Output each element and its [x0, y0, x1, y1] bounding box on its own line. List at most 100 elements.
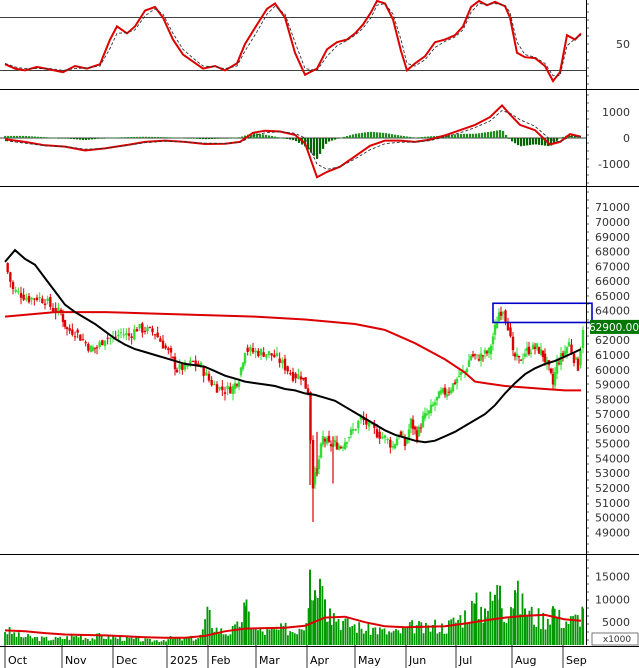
volume-bar — [66, 636, 68, 645]
volume-bar — [13, 632, 16, 645]
macd-hist-bar — [526, 138, 529, 146]
price-tick-0: 71000 — [595, 201, 630, 214]
candle-body — [445, 394, 449, 397]
volume-bar — [305, 623, 308, 645]
volume-bar — [257, 630, 259, 645]
volume-bar — [96, 633, 98, 645]
candle-body — [405, 437, 409, 444]
macd-hist-bar — [568, 134, 571, 138]
volume-bar — [45, 636, 48, 645]
volume-bar — [427, 625, 430, 645]
macd-hist-bar — [7, 135, 10, 138]
volume-bar — [252, 629, 255, 645]
candle-body — [229, 386, 232, 394]
candle-body — [25, 298, 28, 300]
candle-body — [386, 438, 389, 440]
price-tick-10: 61000 — [595, 349, 630, 362]
volume-bar — [201, 629, 204, 645]
volume-bar — [289, 631, 292, 645]
macd-hist-bar — [370, 131, 373, 138]
macd-hist-bar — [553, 138, 556, 144]
price-tick-15: 56000 — [595, 423, 630, 436]
candle-body — [570, 344, 573, 353]
volume-bar — [298, 628, 301, 645]
volume-bar — [4, 631, 6, 645]
volume-unit-label: x1000 — [603, 635, 632, 645]
candle-body — [337, 445, 341, 450]
macd-hist-bar — [478, 133, 481, 138]
macd-hist-bar — [133, 136, 136, 138]
volume-bar — [280, 623, 282, 645]
price-tick-7: 64000 — [595, 305, 630, 318]
candle-body — [579, 350, 582, 366]
volume-bar — [333, 613, 335, 645]
volume-bar — [418, 621, 420, 645]
candle-body — [135, 329, 139, 332]
macd-hist-bar — [40, 136, 43, 138]
candle-body — [471, 354, 475, 357]
macd-hist-bar — [130, 137, 133, 138]
volume-bar — [245, 599, 248, 645]
x-axis-label-8: Jun — [408, 654, 426, 667]
volume-bar — [445, 633, 448, 645]
candle-body — [205, 372, 208, 376]
macd-hist-bar — [166, 137, 169, 138]
macd-hist-bar — [289, 138, 292, 140]
volume-bar — [20, 636, 22, 645]
macd-hist-bar — [262, 134, 265, 138]
volume-bar — [526, 616, 528, 645]
candle-body — [51, 308, 55, 312]
macd-hist-bar — [187, 138, 190, 139]
candle-body — [531, 344, 535, 350]
macd-hist-bar — [346, 136, 349, 138]
candle-body — [233, 383, 237, 390]
volume-bar — [213, 631, 216, 645]
volume-bar — [149, 638, 151, 645]
candle-body — [451, 383, 455, 392]
volume-bar — [406, 627, 409, 645]
volume-bar — [112, 636, 114, 645]
volume-bar — [197, 638, 200, 645]
oscillator-panel: 50 — [0, 0, 630, 83]
volume-bar — [450, 619, 453, 645]
macd-hist-bar — [250, 133, 253, 138]
macd-hist-bar — [379, 132, 382, 138]
candle-body — [506, 322, 510, 331]
candle-body — [553, 372, 557, 386]
volume-bar — [73, 636, 75, 645]
macd-hist-bar — [79, 138, 82, 140]
candle-body — [576, 358, 580, 371]
volume-bar — [385, 634, 388, 645]
volume-bar — [549, 624, 551, 645]
candle-body — [513, 353, 517, 357]
volume-bar — [528, 610, 531, 645]
candle-body — [302, 377, 305, 380]
volume-bar — [425, 622, 427, 645]
volume-bar — [567, 623, 570, 645]
macd-hist-bar — [61, 138, 64, 139]
candle-body — [499, 311, 503, 316]
x-axis-label-2: Dec — [116, 654, 137, 667]
candle-body — [167, 348, 170, 351]
candle-body — [164, 345, 167, 349]
volume-bar — [496, 584, 499, 645]
candle-body — [41, 298, 44, 304]
candle-body — [239, 367, 243, 376]
macd-hist-bar — [355, 133, 358, 138]
candle-body — [509, 327, 512, 337]
volume-bar — [195, 639, 197, 645]
macd-hist-bar — [34, 136, 37, 138]
candle-body — [159, 338, 162, 342]
macd-hist-bar — [427, 136, 430, 138]
volume-bar — [408, 622, 411, 645]
candle-body — [119, 332, 123, 334]
macd-hist-bar — [367, 132, 370, 138]
volume-tick-0: 15000 — [595, 571, 630, 584]
macd-hist-bar — [490, 131, 493, 138]
volume-bar — [519, 614, 522, 645]
macd-hist-bar — [529, 138, 532, 145]
candle-body — [257, 350, 260, 357]
volume-bar — [346, 617, 349, 645]
candle-body — [407, 429, 411, 439]
volume-bar — [510, 607, 512, 645]
